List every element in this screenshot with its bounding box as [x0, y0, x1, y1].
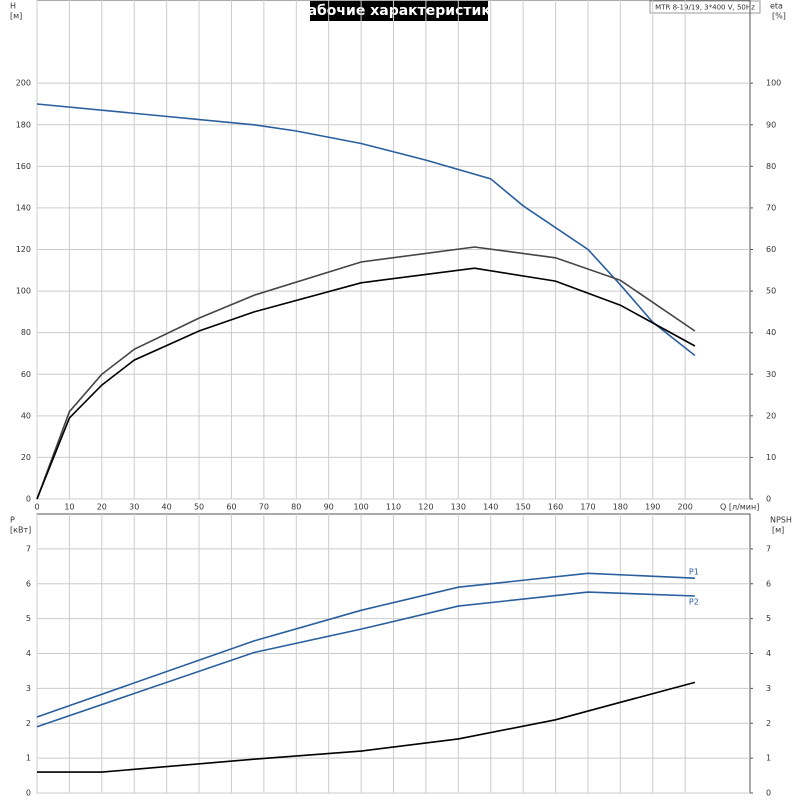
curve	[37, 681, 696, 773]
y-tick-label: 60	[21, 370, 31, 379]
x-tick-label: 50	[194, 503, 204, 512]
y2-tick-label: 70	[766, 203, 776, 212]
y-tick-label: 100	[16, 287, 31, 296]
y-axis-label: P	[10, 516, 15, 525]
x-tick-label: 180	[613, 503, 628, 512]
y2-tick-label: 90	[766, 120, 776, 129]
y2-tick-label: 0	[766, 495, 771, 504]
y-tick-label: 180	[16, 120, 31, 129]
y2-tick-label: 0	[766, 789, 771, 798]
y-axis-unit: [м]	[10, 12, 22, 21]
x-tick-label: 110	[386, 503, 401, 512]
curve	[36, 267, 696, 500]
y-tick-label: 120	[16, 245, 31, 254]
annotation: MTR 8-19/19, 3*400 V, 50Hz	[655, 4, 755, 12]
x-tick-label: 140	[483, 503, 498, 512]
y2-tick-label: 20	[766, 411, 776, 420]
x-tick-label: 130	[451, 503, 466, 512]
y-tick-label: 2	[26, 719, 31, 728]
y-axis-unit: [кВт]	[10, 526, 31, 535]
x-tick-label: 160	[548, 503, 563, 512]
y2-axis-unit: [м]	[772, 526, 784, 535]
chart-title: Рабочие характеристики	[297, 3, 500, 19]
y2-axis-unit: [%]	[772, 12, 786, 21]
y2-tick-label: 5	[766, 614, 771, 623]
curve	[36, 572, 695, 718]
x-tick-label: 90	[324, 503, 334, 512]
y-tick-label: 1	[26, 754, 31, 763]
y2-tick-label: 30	[766, 370, 776, 379]
y2-tick-label: 100	[766, 79, 781, 88]
x-tick-label: 80	[291, 503, 301, 512]
x-tick-label: 120	[418, 503, 433, 512]
y2-axis-label: eta	[770, 2, 783, 11]
x-tick-label: 190	[645, 503, 660, 512]
y-tick-label: 0	[26, 495, 31, 504]
y2-tick-label: 2	[766, 719, 771, 728]
y-tick-label: 7	[26, 544, 31, 553]
y2-tick-label: 6	[766, 579, 771, 588]
y-tick-label: 80	[21, 328, 31, 337]
y2-tick-label: 7	[766, 544, 771, 553]
x-tick-label: 30	[129, 503, 139, 512]
y2-axis-label: NPSH	[770, 516, 792, 525]
y2-tick-label: 40	[766, 328, 776, 337]
y-tick-label: 20	[21, 453, 31, 462]
x-tick-label: 150	[515, 503, 530, 512]
x-tick-label: 40	[162, 503, 172, 512]
annotation-box	[649, 0, 761, 14]
y-tick-label: 0	[26, 789, 31, 798]
x-tick-label: 60	[226, 503, 236, 512]
x-tick-label: 170	[580, 503, 595, 512]
y-tick-label: 160	[16, 162, 31, 171]
series-label: P2	[689, 597, 699, 606]
y-tick-label: 140	[16, 203, 31, 212]
y-tick-label: 200	[16, 79, 31, 88]
y-tick-label: 40	[21, 411, 31, 420]
y2-tick-label: 60	[766, 245, 776, 254]
x-tick-label: 10	[64, 503, 74, 512]
curve	[36, 103, 696, 357]
y2-tick-label: 3	[766, 684, 771, 693]
y2-tick-label: 10	[766, 453, 776, 462]
series-label: P1	[689, 568, 699, 577]
y-tick-label: 5	[26, 614, 31, 623]
x-tick-label: 20	[97, 503, 107, 512]
x-tick-label: 100	[353, 503, 368, 512]
y-tick-label: 3	[26, 684, 31, 693]
x-axis-label: Q [л/мин]	[720, 503, 759, 512]
curve	[36, 591, 695, 728]
x-tick-label: 200	[678, 503, 693, 512]
y-tick-label: 6	[26, 579, 31, 588]
title-box	[310, 1, 488, 21]
y-axis-label: H	[10, 2, 16, 11]
y2-tick-label: 80	[766, 162, 776, 171]
y2-tick-label: 50	[766, 287, 776, 296]
y-tick-label: 4	[26, 649, 31, 658]
y2-tick-label: 4	[766, 649, 771, 658]
curve	[36, 246, 696, 500]
y2-tick-label: 1	[766, 754, 771, 763]
x-tick-label: 0	[34, 503, 39, 512]
x-tick-label: 70	[259, 503, 269, 512]
